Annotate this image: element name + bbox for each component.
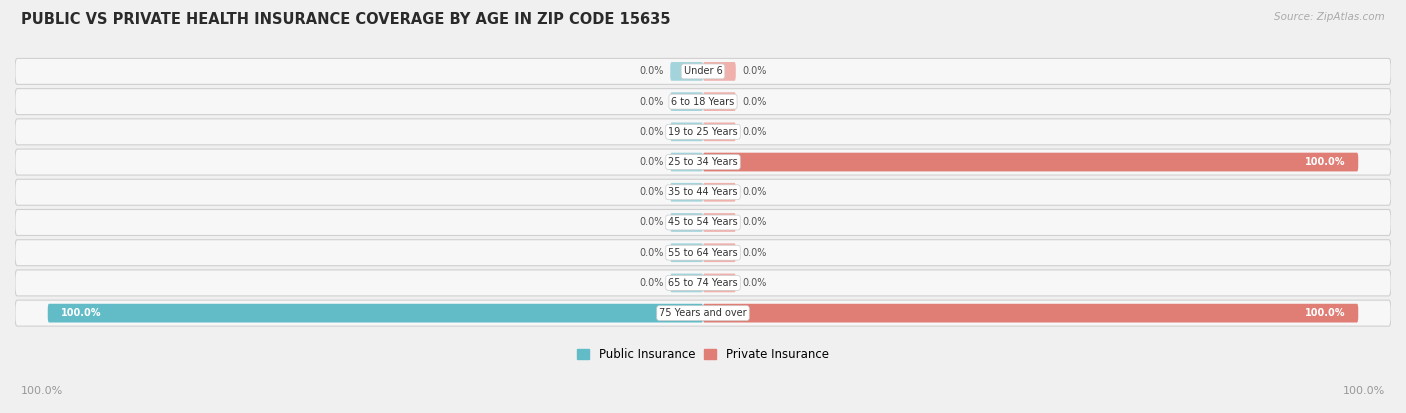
FancyBboxPatch shape [15, 240, 1391, 266]
FancyBboxPatch shape [703, 304, 1358, 323]
Text: 100.0%: 100.0% [21, 387, 63, 396]
FancyBboxPatch shape [671, 213, 703, 232]
Text: 0.0%: 0.0% [640, 218, 664, 228]
FancyBboxPatch shape [703, 183, 735, 202]
FancyBboxPatch shape [671, 273, 703, 292]
Text: PUBLIC VS PRIVATE HEALTH INSURANCE COVERAGE BY AGE IN ZIP CODE 15635: PUBLIC VS PRIVATE HEALTH INSURANCE COVER… [21, 12, 671, 27]
Text: 0.0%: 0.0% [742, 127, 766, 137]
Text: 0.0%: 0.0% [742, 97, 766, 107]
FancyBboxPatch shape [671, 123, 703, 141]
FancyBboxPatch shape [48, 304, 703, 323]
FancyBboxPatch shape [15, 119, 1391, 145]
Text: 0.0%: 0.0% [640, 157, 664, 167]
Text: 100.0%: 100.0% [60, 308, 101, 318]
FancyBboxPatch shape [15, 149, 1391, 175]
Text: 55 to 64 Years: 55 to 64 Years [668, 248, 738, 258]
Text: 25 to 34 Years: 25 to 34 Years [668, 157, 738, 167]
FancyBboxPatch shape [703, 213, 735, 232]
Legend: Public Insurance, Private Insurance: Public Insurance, Private Insurance [572, 343, 834, 366]
Text: 100.0%: 100.0% [1305, 308, 1346, 318]
Text: 0.0%: 0.0% [640, 278, 664, 288]
Text: 19 to 25 Years: 19 to 25 Years [668, 127, 738, 137]
FancyBboxPatch shape [703, 62, 735, 81]
Text: Under 6: Under 6 [683, 66, 723, 76]
Text: 0.0%: 0.0% [742, 248, 766, 258]
FancyBboxPatch shape [671, 62, 703, 81]
FancyBboxPatch shape [15, 209, 1391, 235]
FancyBboxPatch shape [15, 179, 1391, 205]
FancyBboxPatch shape [671, 183, 703, 202]
Text: 0.0%: 0.0% [640, 248, 664, 258]
Text: 0.0%: 0.0% [640, 97, 664, 107]
Text: 100.0%: 100.0% [1343, 387, 1385, 396]
Text: 0.0%: 0.0% [742, 218, 766, 228]
Text: 0.0%: 0.0% [742, 187, 766, 197]
FancyBboxPatch shape [703, 243, 735, 262]
FancyBboxPatch shape [15, 89, 1391, 115]
Text: 75 Years and over: 75 Years and over [659, 308, 747, 318]
Text: 65 to 74 Years: 65 to 74 Years [668, 278, 738, 288]
FancyBboxPatch shape [671, 153, 703, 171]
FancyBboxPatch shape [15, 300, 1391, 326]
Text: 6 to 18 Years: 6 to 18 Years [672, 97, 734, 107]
Text: 0.0%: 0.0% [640, 127, 664, 137]
FancyBboxPatch shape [15, 270, 1391, 296]
Text: 0.0%: 0.0% [640, 66, 664, 76]
Text: 0.0%: 0.0% [742, 66, 766, 76]
Text: 0.0%: 0.0% [640, 187, 664, 197]
FancyBboxPatch shape [703, 273, 735, 292]
Text: Source: ZipAtlas.com: Source: ZipAtlas.com [1274, 12, 1385, 22]
Text: 0.0%: 0.0% [742, 278, 766, 288]
Text: 35 to 44 Years: 35 to 44 Years [668, 187, 738, 197]
Text: 100.0%: 100.0% [1305, 157, 1346, 167]
FancyBboxPatch shape [671, 92, 703, 111]
Text: 45 to 54 Years: 45 to 54 Years [668, 218, 738, 228]
FancyBboxPatch shape [703, 153, 1358, 171]
FancyBboxPatch shape [703, 92, 735, 111]
FancyBboxPatch shape [703, 123, 735, 141]
FancyBboxPatch shape [15, 58, 1391, 84]
FancyBboxPatch shape [671, 243, 703, 262]
